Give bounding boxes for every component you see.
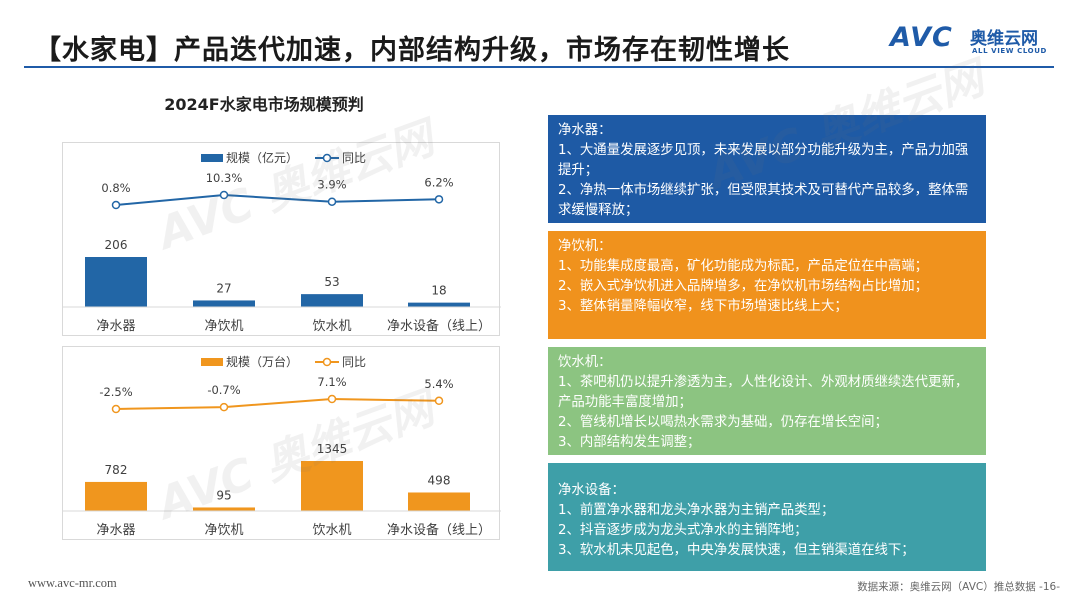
bar-value-label: 1345 <box>317 442 348 456</box>
yoy-line <box>115 397 440 410</box>
info-box-title: 净水设备： <box>558 483 625 498</box>
info-box-line: 1、大通量发展逐步见顶，未来发展以部分功能升级为主，产品力加强提升； <box>558 143 969 178</box>
yoy-label: 10.3% <box>206 171 243 185</box>
yoy-label: 7.1% <box>317 375 346 389</box>
bar-value-label: 498 <box>428 473 451 487</box>
bar <box>85 481 147 511</box>
info-box-line: 3、整体销量降幅收窄，线下市场增速比线上大； <box>558 299 848 314</box>
legend-line-label: 同比 <box>342 355 366 369</box>
yoy-point <box>111 200 121 210</box>
info-box-line: 1、茶吧机仍以提升渗透为主，人性化设计、外观材质继续迭代更新，产品功能丰富度增加… <box>558 375 969 410</box>
yoy-label: 3.9% <box>317 178 346 192</box>
bar-value-label: 53 <box>324 275 339 289</box>
bar-value-label: 206 <box>105 238 128 252</box>
yoy-point <box>219 402 229 412</box>
yoy-point <box>434 396 444 406</box>
yoy-point <box>219 190 229 200</box>
yoy-point <box>434 195 444 204</box>
value-chart: 规模（亿元） 同比 0.8% 10.3% 3.9% 6.2% 206 27 53 18 净水器 净饮机… <box>62 142 501 336</box>
info-box-line: 1、前置净水器和龙头净水器为主销产品类型； <box>558 503 835 518</box>
logo-en-text: ALL VIEW CLOUD <box>972 47 1047 55</box>
volume-chart: 规模（万台） 同比 -2.5% -0.7% 7.1% 5.4% 782 95 1345 498 净水… <box>62 346 501 540</box>
logo-cn-text: 奥维云网 <box>970 29 1038 49</box>
info-box-water-dispenser: 饮水机： 1、茶吧机仍以提升渗透为主，人性化设计、外观材质继续迭代更新，产品功能… <box>548 347 986 455</box>
info-box-title: 净水器： <box>558 123 612 138</box>
info-box-water-purifier: 净水器： 1、大通量发展逐步见顶，未来发展以部分功能升级为主，产品力加强提升； … <box>548 115 986 223</box>
legend-line-label: 同比 <box>342 151 366 165</box>
info-box-line: 2、抖音逐步成为龙头式净水的主销阵地； <box>558 523 808 538</box>
legend-bar-label: 规模（万台） <box>226 354 298 369</box>
yoy-point <box>327 197 337 206</box>
info-box-purifier-dispenser: 净饮机： 1、功能集成度最高，矿化功能成为标配，产品定位在中高端； 2、嵌入式净… <box>548 231 986 339</box>
legend-bar-swatch <box>201 358 223 366</box>
title-divider <box>24 66 1054 68</box>
bar <box>301 294 363 307</box>
bar <box>85 257 147 307</box>
info-box-title: 净饮机： <box>558 239 612 254</box>
yoy-label: 6.2% <box>424 175 453 189</box>
yoy-line <box>115 193 440 206</box>
bar-value-label: 18 <box>431 284 446 298</box>
bar-value-label: 95 <box>216 488 231 502</box>
yoy-point <box>327 394 337 404</box>
value-chart-svg: 规模（亿元） 同比 0.8% 10.3% 3.9% 6.2% 206 27 53 18 净水器 净饮机… <box>63 150 501 334</box>
footer-url: www.avc-mr.com <box>28 576 117 590</box>
yoy-label: 0.8% <box>101 181 130 195</box>
legend-bar-swatch <box>201 154 223 162</box>
info-box-line: 2、嵌入式净饮机进入品牌增多，在净饮机市场结构占比增加； <box>558 279 929 294</box>
x-tick-label: 净饮机 <box>204 319 243 334</box>
info-box-line: 3、软水机未见起色，中央净发展快速，但主销渠道在线下； <box>558 543 915 558</box>
chart-heading: 2024F水家电市场规模预判 <box>164 95 364 114</box>
bar <box>408 302 470 307</box>
legend-bar-label: 规模（亿元） <box>226 150 298 165</box>
legend-line-marker <box>322 357 332 367</box>
info-box-line: 3、内部结构发生调整； <box>558 435 701 450</box>
x-tick-label: 饮水机 <box>312 523 351 538</box>
bar <box>301 461 363 511</box>
bar <box>193 300 255 307</box>
volume-chart-svg: 规模（万台） 同比 -2.5% -0.7% 7.1% 5.4% 782 95 1345 498 净水… <box>63 354 501 538</box>
info-box-line: 2、净热一体市场继续扩张，但受限其技术及可替代产品较多，整体需求缓慢释放； <box>558 183 969 218</box>
page-title: 【水家电】产品迭代加速，内部结构升级，市场存在韧性增长 <box>34 35 790 66</box>
yoy-label: 5.4% <box>424 377 453 391</box>
footer-source: 数据来源：奥维云网（AVC）推总数据 -16- <box>857 581 1060 593</box>
x-tick-label: 净水器 <box>96 523 135 538</box>
bar <box>408 492 470 511</box>
info-box-line: 1、功能集成度最高，矿化功能成为标配，产品定位在中高端； <box>558 259 929 274</box>
logo-text: AVC <box>890 22 953 53</box>
info-box-line: 2、管线机增长以喝热水需求为基础，仍存在增长空间； <box>558 415 888 430</box>
x-tick-label: 净水设备（线上） <box>387 522 491 538</box>
yoy-label: -0.7% <box>207 383 240 397</box>
bar-value-label: 27 <box>216 281 231 295</box>
yoy-label: -2.5% <box>99 385 132 399</box>
yoy-point <box>111 404 121 414</box>
bar-value-label: 782 <box>105 463 128 477</box>
avc-logo: AVC 奥维云网 ALL VIEW CLOUD <box>890 20 1060 60</box>
legend-line-marker <box>322 153 332 163</box>
info-box-purification-equipment: 净水设备： 1、前置净水器和龙头净水器为主销产品类型； 2、抖音逐步成为龙头式净… <box>548 463 986 571</box>
x-tick-label: 净饮机 <box>204 523 243 538</box>
info-box-title: 饮水机： <box>558 355 612 370</box>
x-tick-label: 净水设备（线上） <box>387 318 491 334</box>
x-tick-label: 饮水机 <box>312 319 351 334</box>
bar <box>193 507 255 511</box>
x-tick-label: 净水器 <box>96 319 135 334</box>
